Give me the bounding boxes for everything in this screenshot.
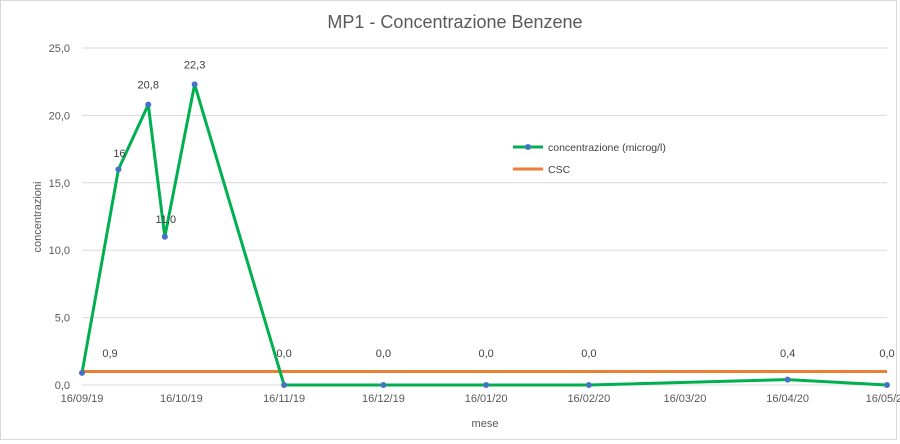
data-label: 0,0 — [376, 348, 391, 360]
y-tick-label: 25,0 — [49, 43, 70, 55]
legend-label-csc: CSC — [548, 164, 571, 176]
concentrazione-line — [80, 82, 888, 387]
data-point — [145, 101, 152, 108]
data-point — [784, 376, 791, 383]
y-tick-label: 5,0 — [55, 313, 70, 325]
data-label: 0,0 — [581, 348, 596, 360]
legend: concentrazione (microg/l) CSC — [513, 142, 666, 176]
chart-title: MP1 - Concentrazione Benzene — [327, 12, 582, 32]
data-label: 0,9 — [102, 348, 117, 360]
legend-label-concentrazione: concentrazione (microg/l) — [548, 142, 666, 154]
data-point — [281, 382, 288, 388]
x-tick-labels: 16/09/19 16/10/19 16/11/19 16/12/19 16/01/20… — [61, 393, 900, 405]
data-label: 22,3 — [184, 59, 205, 71]
data-labels: 0,9 16 20,8 11,0 22,3 0,0 0,0 0,0 0,0 0,4 0,0 — [102, 59, 894, 360]
x-tick-label: 16/05/20 — [866, 393, 900, 405]
y-tick-label: 10,0 — [49, 245, 70, 257]
data-point — [115, 166, 122, 173]
x-axis-label: mese — [472, 418, 499, 430]
data-label: 0,0 — [879, 348, 894, 360]
x-tick-label: 16/09/19 — [61, 393, 104, 405]
data-point — [79, 369, 85, 376]
data-label: 16 — [113, 148, 125, 160]
y-tick-label: 0,0 — [55, 380, 70, 392]
y-tick-labels: 0,0 5,0 10,0 15,0 20,0 25,0 — [49, 43, 70, 392]
data-label: 0,0 — [276, 348, 291, 360]
x-tick-label: 16/10/19 — [160, 393, 203, 405]
series-concentrazione — [79, 81, 890, 388]
x-tick-label: 16/03/20 — [664, 393, 707, 405]
x-tick-label: 16/01/20 — [465, 393, 508, 405]
data-label: 0,0 — [479, 348, 494, 360]
y-tick-label: 20,0 — [49, 110, 70, 122]
x-tick-label: 16/11/19 — [263, 393, 305, 405]
data-point — [380, 382, 387, 388]
data-point — [585, 382, 592, 388]
x-tick-label: 16/12/19 — [362, 393, 405, 405]
legend-marker-concentrazione — [525, 144, 531, 150]
x-tick-label: 16/02/20 — [567, 393, 610, 405]
data-label: 0,4 — [780, 348, 795, 360]
y-tick-label: 15,0 — [49, 178, 70, 190]
data-point — [161, 233, 168, 240]
x-tick-label: 16/04/20 — [766, 393, 809, 405]
data-point — [191, 81, 198, 88]
data-point — [884, 382, 890, 388]
data-label: 11,0 — [156, 214, 177, 226]
y-axis-label: concentrazioni — [32, 182, 44, 253]
gridlines — [82, 47, 887, 386]
data-point — [483, 382, 490, 388]
data-label: 20,8 — [138, 80, 159, 92]
